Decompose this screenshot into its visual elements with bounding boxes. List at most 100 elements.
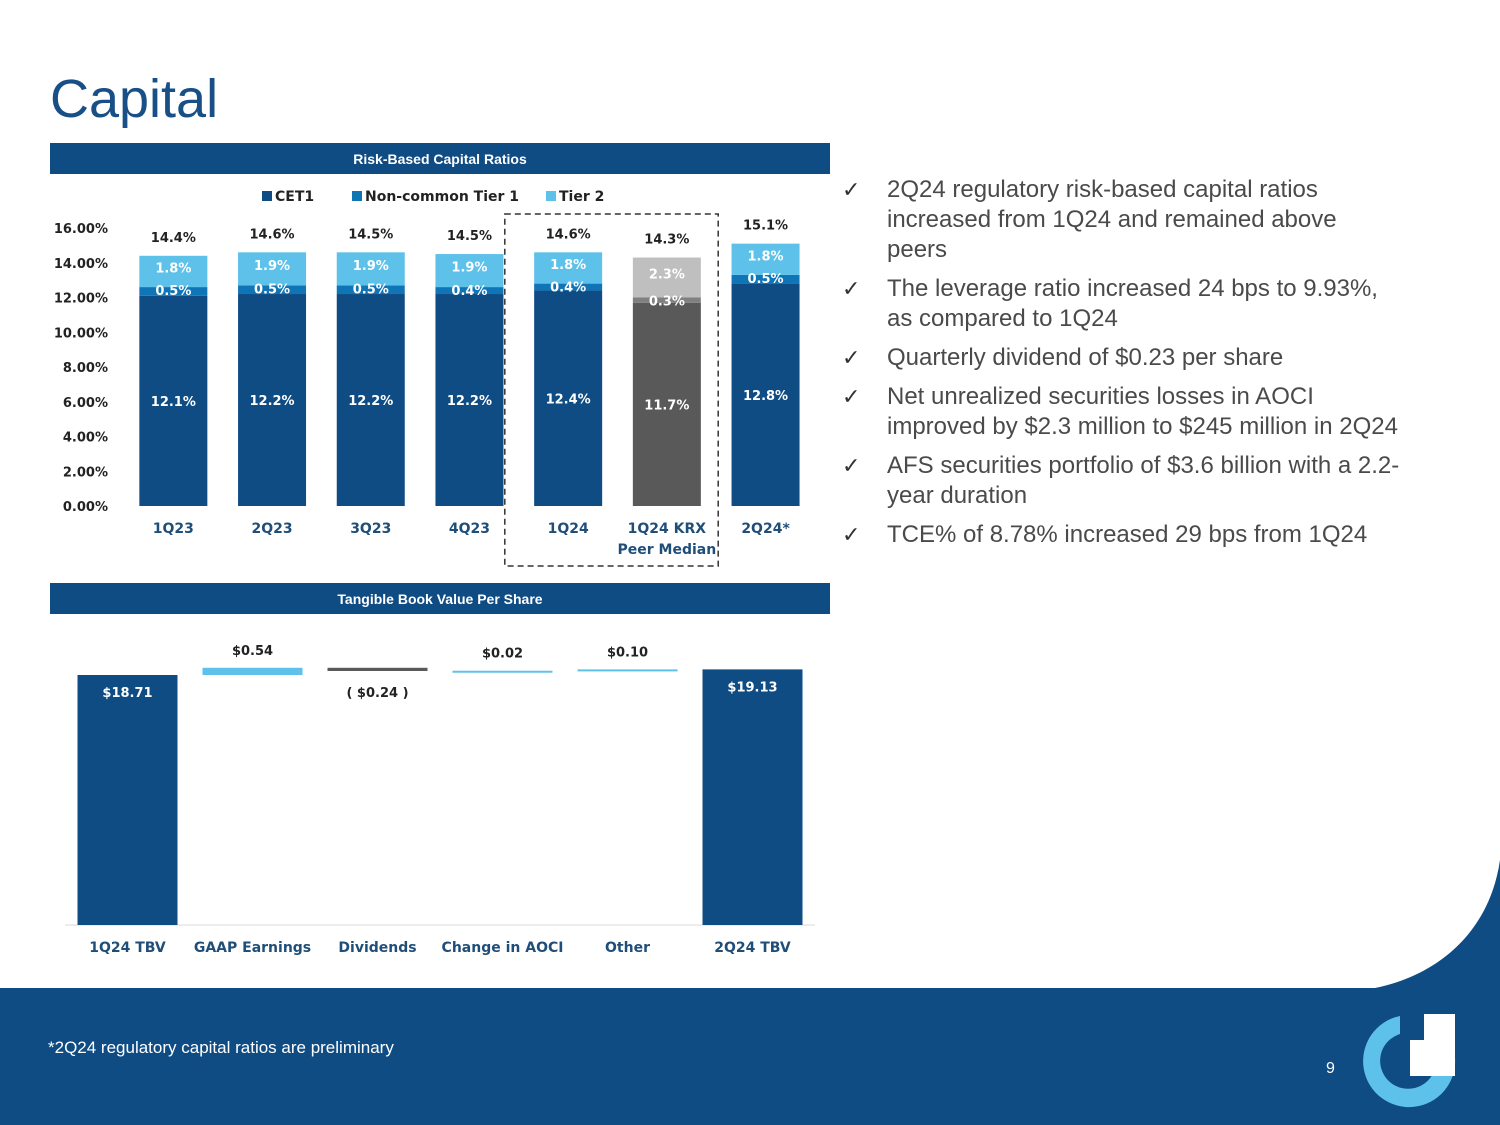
legend-label: CET1 <box>275 189 314 205</box>
waterfall-bar <box>77 675 178 925</box>
legend-swatch <box>352 191 362 201</box>
bar-segment-tier-2 <box>435 254 504 288</box>
cet1-data-label: 11.7% <box>644 398 689 413</box>
waterfall-bar <box>452 670 553 673</box>
bullet-text: TCE% of 8.78% increased 29 bps from 1Q24 <box>887 521 1368 548</box>
legend-label: Non-common Tier 1 <box>365 189 519 205</box>
tbv-waterfall-chart: $18.71 1Q24 TBV $0.54 GAAP Earnings ( $0.24 … <box>65 644 815 956</box>
y-tick-label: 6.00% <box>63 396 108 411</box>
tier1-data-label: 0.3% <box>649 295 685 310</box>
y-tick-label: 10.00% <box>54 326 108 341</box>
bullet-item: ✓ Net unrealized securities losses in AOC… <box>842 382 1402 442</box>
tier1-data-label: 0.4% <box>451 284 487 299</box>
peer-highlight-box <box>504 213 719 567</box>
bullet-item: ✓ The leverage ratio increased 24 bps to … <box>842 274 1402 334</box>
waterfall-data-label: ( $0.24 ) <box>346 686 408 701</box>
checkmark-icon: ✓ <box>842 345 861 370</box>
waterfall-data-label: $0.10 <box>607 645 648 660</box>
tbv-header: Tangible Book Value Per Share <box>50 583 830 614</box>
legend-label: Tier 2 <box>559 189 604 205</box>
checkmark-icon: ✓ <box>842 522 861 547</box>
bullet-item: ✓ Quarterly dividend of $0.23 per share <box>842 343 1402 373</box>
bar-segment-cet1 <box>731 283 800 506</box>
waterfall-data-label: $0.54 <box>232 644 273 659</box>
x-category-label: GAAP Earnings <box>194 940 311 956</box>
total-data-label: 15.1% <box>743 219 788 234</box>
bar-segment-cet1 <box>534 290 603 506</box>
company-logo-icon <box>1363 1014 1456 1108</box>
bar-segment-cet1 <box>139 295 208 506</box>
bar-segment-tier-2 <box>632 257 701 298</box>
bullet-text: AFS securities portfolio of $3.6 billion… <box>887 452 1400 509</box>
bar-segment-non-common-tier-1 <box>435 287 504 295</box>
bar-segment-non-common-tier-1 <box>336 285 405 295</box>
y-tick-label: 4.00% <box>63 431 108 446</box>
page-title: Capital <box>50 69 219 129</box>
tier2-data-label: 1.8% <box>748 249 784 264</box>
footnote: *2Q24 regulatory capital ratios are prel… <box>48 1038 394 1057</box>
y-tick-label: 8.00% <box>63 361 108 376</box>
bullet-item: ✓ TCE% of 8.78% increased 29 bps from 1Q2… <box>842 520 1402 550</box>
bar-segment-cet1 <box>238 294 307 506</box>
waterfall-data-label: $0.02 <box>482 647 523 662</box>
capital-ratios-chart: 0.00% 2.00% 4.00% 6.00% 8.00% 10.00% 12.00% 14.… <box>54 189 800 567</box>
waterfall-bar <box>327 667 428 671</box>
page-number: 9 <box>1326 1060 1335 1077</box>
bar-segment-non-common-tier-1 <box>139 287 208 296</box>
x-category-label: Peer Median <box>617 542 716 558</box>
x-category-label: Change in AOCI <box>442 940 564 956</box>
x-category-label: 1Q24 TBV <box>89 940 166 956</box>
checkmark-icon: ✓ <box>842 276 861 301</box>
total-data-label: 14.3% <box>644 233 689 248</box>
x-category-label: 1Q23 <box>153 521 194 537</box>
x-category-label: 2Q24* <box>741 521 790 537</box>
x-category-label: 1Q24 <box>548 521 589 537</box>
cet1-data-label: 12.2% <box>249 394 294 409</box>
cet1-data-label: 12.4% <box>546 392 591 407</box>
tier1-data-label: 0.5% <box>748 272 784 287</box>
bullet-text: Quarterly dividend of $0.23 per share <box>887 344 1284 371</box>
tier1-data-label: 0.5% <box>155 284 191 299</box>
waterfall-bar <box>202 667 303 675</box>
y-tick-label: 2.00% <box>63 465 108 480</box>
waterfall-bar <box>577 669 678 672</box>
tier2-data-label: 1.9% <box>451 261 487 276</box>
bar-segment-cet1 <box>435 294 504 506</box>
y-tick-label: 0.00% <box>63 500 108 515</box>
bullet-text: 2Q24 regulatory risk-based capital ratio… <box>887 176 1337 263</box>
tier2-data-label: 2.3% <box>649 268 685 283</box>
bullet-item: ✓ 2Q24 regulatory risk-based capital rati… <box>842 175 1402 265</box>
waterfall-data-label: $19.13 <box>727 680 777 695</box>
legend-swatch <box>546 191 556 201</box>
y-tick-label: 14.00% <box>54 257 108 272</box>
tier2-data-label: 1.8% <box>550 258 586 273</box>
waterfall-bar <box>702 669 803 925</box>
tier1-data-label: 0.5% <box>254 282 290 297</box>
tier1-data-label: 0.4% <box>550 281 586 296</box>
total-data-label: 14.6% <box>546 227 591 242</box>
bar-segment-tier-2 <box>731 243 800 275</box>
bar-segment-non-common-tier-1 <box>731 274 800 284</box>
bullet-item: ✓ AFS securities portfolio of $3.6 billio… <box>842 451 1402 511</box>
x-category-label: 4Q23 <box>449 521 490 537</box>
bar-segment-tier-2 <box>139 255 208 288</box>
tier1-data-label: 0.5% <box>353 282 389 297</box>
checkmark-icon: ✓ <box>842 177 861 202</box>
x-category-label: 2Q24 TBV <box>714 940 791 956</box>
y-tick-label: 16.00% <box>54 222 108 237</box>
y-tick-label: 12.00% <box>54 292 108 307</box>
bar-segment-cet1 <box>336 294 405 506</box>
bar-segment-tier-2 <box>534 252 603 284</box>
cet1-data-label: 12.2% <box>348 394 393 409</box>
total-data-label: 14.5% <box>447 229 492 244</box>
tier2-data-label: 1.9% <box>353 259 389 274</box>
total-data-label: 14.6% <box>249 227 294 242</box>
bar-segment-tier-2 <box>336 252 405 286</box>
tier2-data-label: 1.8% <box>155 261 191 276</box>
cet1-data-label: 12.2% <box>447 394 492 409</box>
x-category-label: 3Q23 <box>350 521 391 537</box>
highlights-list: ✓ 2Q24 regulatory risk-based capital rati… <box>842 175 1402 559</box>
footer-background <box>0 860 1500 1125</box>
tbv-header-label: Tangible Book Value Per Share <box>337 590 543 607</box>
